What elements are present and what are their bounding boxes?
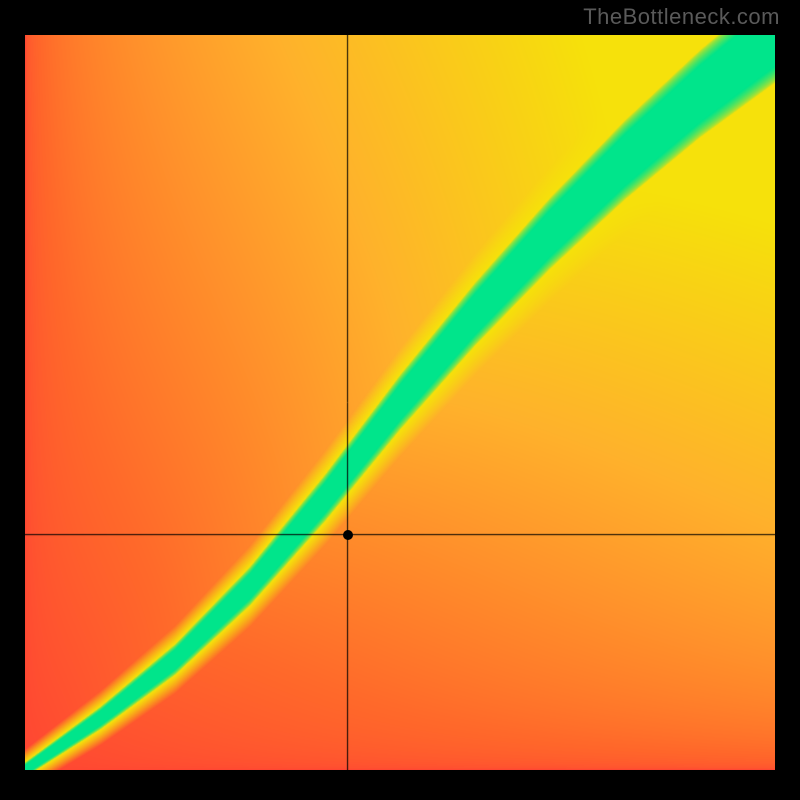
crosshair-marker: [343, 530, 353, 540]
chart-container: TheBottleneck.com: [0, 0, 800, 800]
attribution-text: TheBottleneck.com: [583, 4, 780, 30]
heatmap-canvas: [25, 35, 775, 770]
plot-area: [25, 35, 775, 770]
